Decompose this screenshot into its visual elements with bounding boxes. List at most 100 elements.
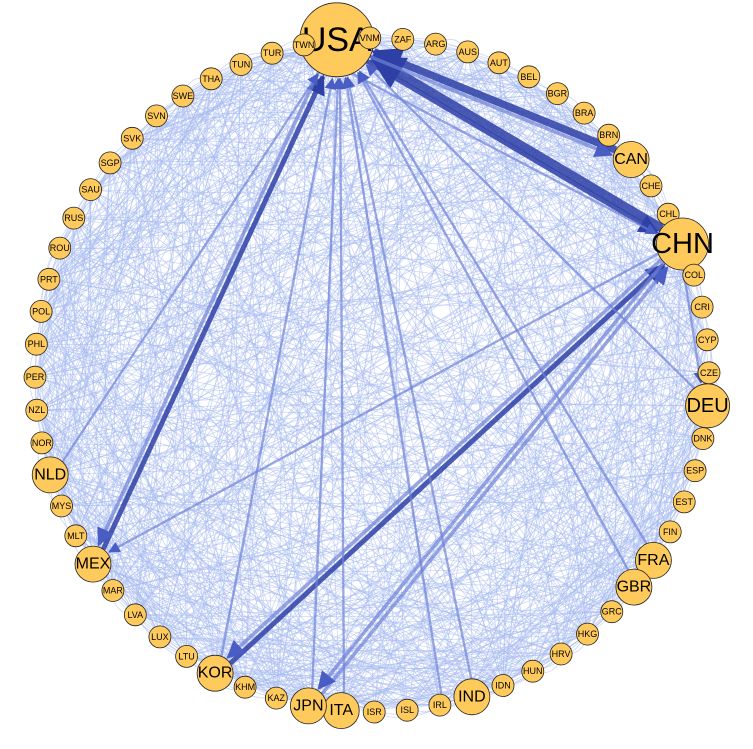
edge-usa-chn (365, 59, 659, 235)
background-edge (48, 76, 530, 280)
node-circle (683, 459, 707, 483)
node-label: CAN (614, 151, 648, 168)
background-edge (109, 162, 635, 588)
node-circle (264, 686, 288, 710)
node-label: KHM (235, 682, 255, 692)
node-circle (395, 698, 419, 722)
node-label: ARG (426, 39, 446, 49)
node-label: GRC (602, 607, 623, 617)
node-zaf: ZAF (391, 28, 415, 51)
background-edge (211, 78, 694, 276)
node-label: AUS (458, 47, 477, 57)
background-edge (75, 372, 710, 537)
background-edge (186, 53, 273, 657)
node-vnm: VNM (358, 26, 382, 50)
background-edge (182, 95, 704, 439)
node-circle (639, 174, 663, 198)
node-irl: IRL (428, 693, 452, 717)
background-edge (156, 115, 534, 672)
node-circle (171, 84, 195, 108)
background-edge (40, 159, 632, 312)
background-edge (303, 44, 504, 686)
node-circle (546, 82, 569, 105)
background-edge (41, 64, 242, 444)
background-edge (49, 53, 273, 476)
background-edge (59, 247, 635, 588)
background-edge (134, 53, 273, 615)
edge-deu-usa (365, 64, 695, 390)
node-ltu: LTU (175, 645, 199, 668)
background-edge (48, 279, 161, 637)
background-edge (214, 64, 242, 674)
node-circle (120, 126, 144, 150)
node-circle (517, 65, 541, 89)
node-prt: PRT (37, 267, 61, 291)
background-edge (435, 43, 708, 341)
node-cyp: CYP (695, 328, 719, 352)
node-label: CHN (651, 228, 714, 260)
node-ita: ITA (322, 692, 360, 729)
edge-kor-chn (228, 263, 666, 666)
background-edge (61, 44, 305, 507)
background-edge (271, 53, 342, 711)
background-edge (276, 405, 708, 699)
node-mlt: MLT (64, 524, 88, 548)
background-edge (90, 44, 305, 190)
background-edge (36, 344, 161, 638)
background-edge (90, 189, 635, 588)
edge-fra-usa (358, 70, 648, 545)
node-circle (600, 600, 624, 624)
background-edge (135, 614, 533, 672)
node-label: FRA (637, 552, 669, 569)
background-edge (112, 78, 212, 591)
background-edge (34, 376, 708, 407)
background-edge (61, 78, 212, 507)
node-circle (229, 53, 253, 76)
background-edge (210, 78, 635, 588)
background-edge (156, 115, 710, 374)
node-chn: CHN (651, 217, 714, 271)
background-edge (131, 138, 246, 688)
node-circle (289, 687, 327, 725)
background-edge (36, 274, 694, 345)
background-edge (34, 376, 216, 674)
node-circle (37, 267, 61, 291)
node-label: HKG (578, 629, 598, 639)
background-edge (36, 52, 273, 345)
node-lva: LVA (123, 603, 147, 627)
node-gbr: GBR (615, 568, 653, 606)
background-edge (48, 279, 441, 706)
node-label: SAU (81, 185, 100, 195)
background-edge (186, 78, 212, 657)
node-rou: ROU (48, 236, 72, 260)
edge-jpn-chn (320, 266, 669, 695)
background-edge (34, 377, 161, 638)
node-circle (491, 674, 515, 697)
node-bel: BEL (517, 65, 541, 89)
node-kor: KOR (196, 654, 234, 692)
node-sau: SAU (79, 178, 102, 202)
background-edge (502, 159, 632, 686)
edge-mex-usa (101, 74, 326, 551)
background-edge (112, 213, 669, 591)
background-edge (303, 44, 408, 711)
node-pol: POL (29, 299, 53, 323)
background-edge (373, 243, 683, 713)
node-cze: CZE (697, 361, 721, 385)
background-edge (92, 563, 634, 588)
node-circle (691, 427, 715, 451)
node-circle (521, 659, 545, 683)
background-edge (92, 64, 242, 565)
background-edge (156, 115, 246, 688)
background-edge (59, 213, 669, 249)
background-edge (48, 279, 309, 707)
background-edge (210, 78, 473, 697)
background-edge (271, 52, 708, 407)
background-edge (214, 53, 273, 674)
edge-irl-usa (341, 76, 443, 694)
background-edge (182, 93, 558, 104)
node-label: PRT (40, 274, 58, 284)
background-edge (36, 64, 242, 345)
node-label: TUN (232, 60, 251, 70)
